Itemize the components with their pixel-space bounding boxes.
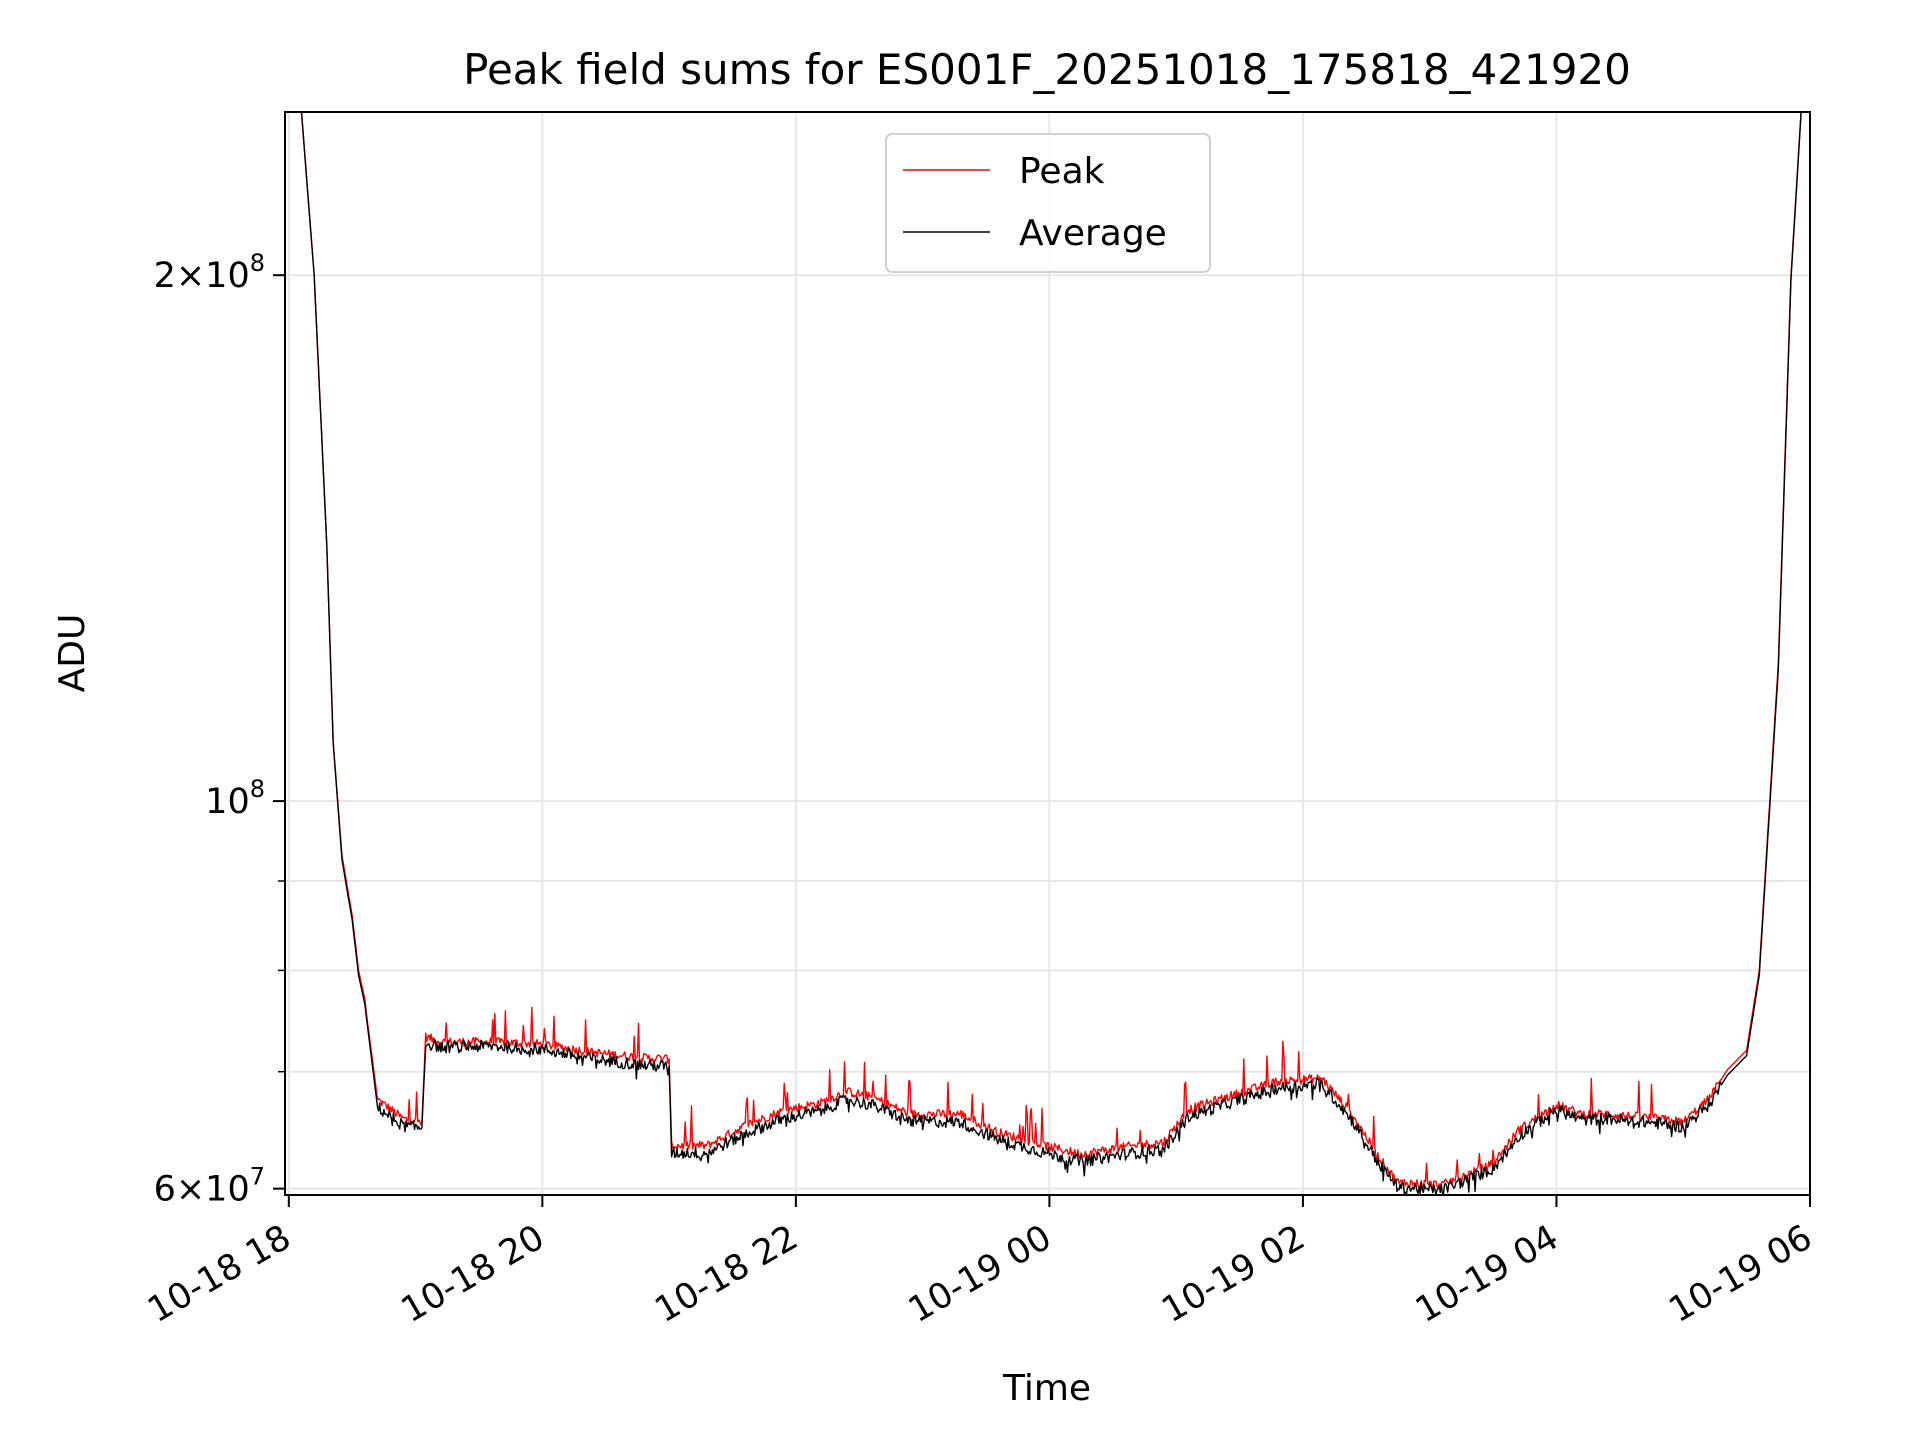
y-axis-label: ADU <box>52 614 93 693</box>
legend-average-label: Average <box>1019 213 1167 254</box>
chart-title: Peak field sums for ES001F_20251018_1758… <box>463 45 1631 94</box>
y-tick-label-base: 10 <box>205 782 250 822</box>
y-tick-label-base: 2×10 <box>154 256 250 296</box>
plot-frame <box>284 111 1811 1196</box>
y-tick-label: 2×108 <box>154 249 265 296</box>
y-tick-label-exponent: 8 <box>250 249 265 277</box>
legend: Peak Average <box>885 133 1211 273</box>
legend-peak-label: Peak <box>1019 151 1105 192</box>
x-axis-ticks: 10-18 18 10-18 20 10-18 22 10-19 00 10-19 02… <box>141 1195 1819 1331</box>
y-tick-label: 6×107 <box>154 1163 265 1210</box>
x-tick-label: 10-19 02 <box>1156 1218 1312 1331</box>
series-average-line <box>300 112 1802 1195</box>
series-peak-line <box>300 112 1802 1190</box>
x-tick-label: 10-19 06 <box>1663 1218 1819 1331</box>
x-axis-label: Time <box>1002 1368 1091 1409</box>
x-tick-label: 10-19 00 <box>902 1218 1058 1331</box>
legend-box <box>885 133 1211 273</box>
y-tick-label-exponent: 7 <box>250 1163 265 1191</box>
x-tick-label: 10-18 20 <box>395 1218 551 1331</box>
y-tick-label-exponent: 8 <box>250 775 265 803</box>
y-tick-label-base: 6×10 <box>154 1170 250 1210</box>
y-tick-label: 108 <box>205 775 265 822</box>
grid <box>285 112 1811 1195</box>
x-tick-label: 10-18 18 <box>141 1218 297 1331</box>
x-tick-label: 10-18 22 <box>648 1218 804 1331</box>
x-tick-label: 10-19 04 <box>1409 1218 1565 1331</box>
plot-lines <box>300 112 1802 1195</box>
